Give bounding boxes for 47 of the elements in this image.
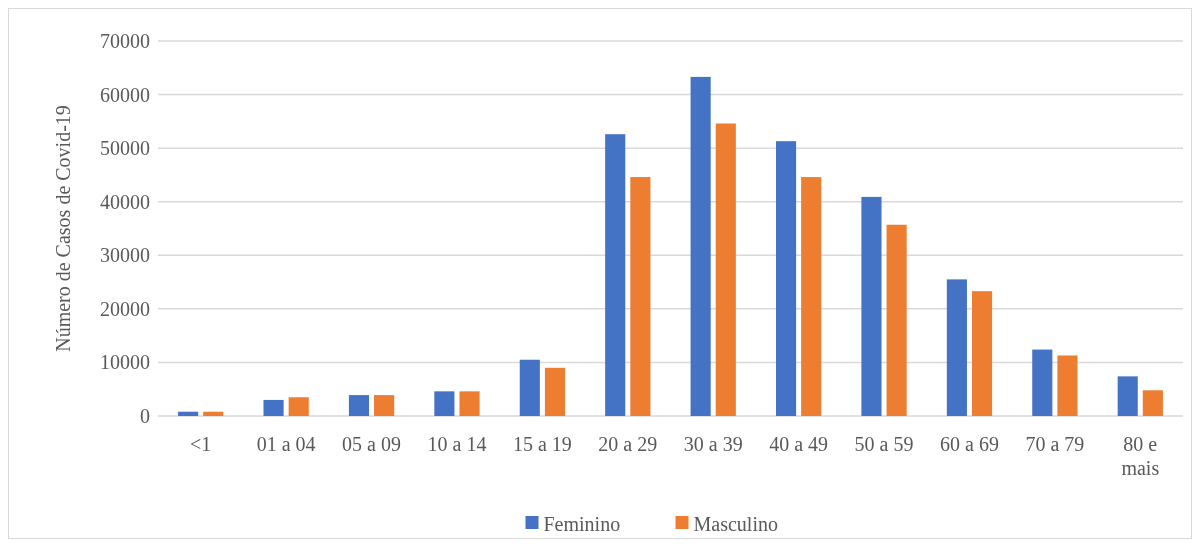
bar <box>861 196 882 416</box>
y-tick-label: 70000 <box>100 30 150 52</box>
y-tick-label: 50000 <box>100 137 150 160</box>
legend-label: Feminino <box>543 513 621 535</box>
bar <box>288 397 309 416</box>
x-tick-label: 60 a 69 <box>940 433 999 455</box>
y-axis-title: Número de Casos de Covid-19 <box>52 105 74 352</box>
bar <box>971 291 993 416</box>
x-tick-label: 40 a 49 <box>769 433 829 455</box>
bar <box>263 399 284 416</box>
bar <box>178 411 199 416</box>
bar <box>946 279 967 416</box>
bar <box>775 141 797 416</box>
bar <box>886 224 907 416</box>
x-tick-label: 50 a 59 <box>854 433 914 455</box>
bar <box>630 177 651 416</box>
bar <box>374 395 395 416</box>
y-tick-label: 30000 <box>100 244 150 267</box>
bar <box>690 76 711 416</box>
x-tick-label: <1 <box>190 433 212 455</box>
bar <box>348 395 370 416</box>
bar <box>1142 390 1163 416</box>
x-tick-label: 20 a 29 <box>598 433 658 455</box>
x-tick-label: 80 e mais <box>1121 433 1160 479</box>
x-tick-label: 05 a 09 <box>342 433 401 455</box>
y-tick-label: 0 <box>140 405 150 427</box>
bar <box>605 134 626 416</box>
bar <box>459 391 480 416</box>
bar <box>1057 355 1078 416</box>
x-tick-label: 70 a 79 <box>1025 433 1085 455</box>
bar <box>1032 349 1053 416</box>
y-tick-label: 10000 <box>100 351 150 374</box>
bar <box>434 391 455 416</box>
y-tick-label: 40000 <box>100 190 150 213</box>
x-tick-label: 30 a 39 <box>683 433 743 455</box>
bar <box>1117 376 1138 416</box>
x-tick-label: 15 a 19 <box>512 433 572 455</box>
y-tick-label: 60000 <box>100 83 150 106</box>
bar <box>203 411 224 416</box>
y-tick-label: 20000 <box>100 297 150 320</box>
bar <box>801 177 822 416</box>
bar <box>715 123 736 416</box>
bar <box>519 359 540 416</box>
x-tick-label: 01 a 04 <box>256 433 316 455</box>
legend-label: Masculino <box>693 513 778 535</box>
x-tick-label: 10 a 14 <box>427 433 487 455</box>
bar <box>544 367 566 416</box>
